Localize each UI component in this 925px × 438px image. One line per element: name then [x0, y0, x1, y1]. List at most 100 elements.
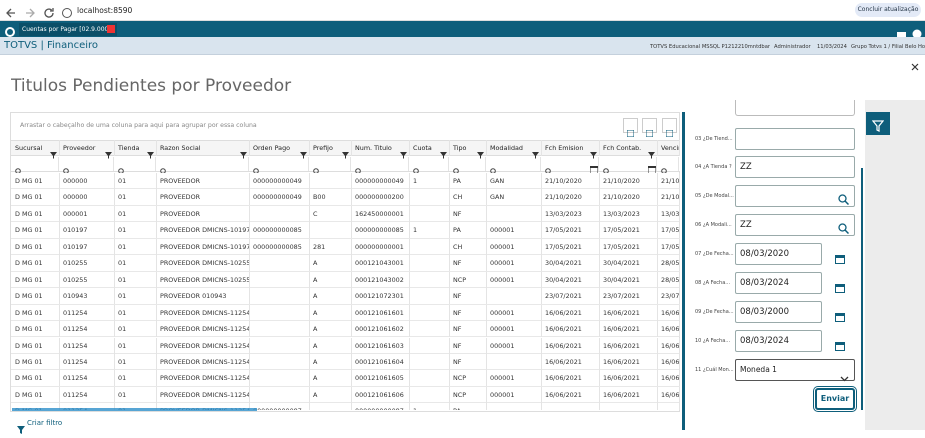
column-header[interactable]: Modalidad: [487, 140, 542, 156]
back[interactable]: [5, 4, 17, 18]
param-input[interactable]: 08/03/2000: [735, 301, 822, 323]
column-filter-icon[interactable]: [532, 144, 539, 159]
grid-row[interactable]: [11, 238, 680, 256]
filter-input[interactable]: [601, 157, 657, 171]
column-header[interactable]: Orden Pago: [250, 140, 310, 156]
filter-input[interactable]: [116, 157, 156, 171]
filter-input[interactable]: [61, 157, 114, 171]
column-filter-icon[interactable]: [400, 144, 407, 159]
create-filter[interactable]: Criar filtro: [27, 419, 63, 427]
param-input[interactable]: 08/03/2020: [735, 243, 822, 265]
param-input[interactable]: [735, 185, 855, 207]
column-filter-icon[interactable]: [105, 144, 112, 159]
grid-row[interactable]: [11, 271, 680, 289]
info[interactable]: [61, 4, 73, 18]
grid-row[interactable]: [11, 353, 680, 371]
grid-row[interactable]: [11, 288, 680, 305]
grid-cell: 30/04/2021: [542, 255, 600, 272]
filter-input[interactable]: [451, 157, 486, 171]
filter-panel-button[interactable]: [866, 112, 890, 135]
column-header[interactable]: Cuota: [410, 140, 450, 156]
grid-row[interactable]: [11, 337, 680, 354]
column-header[interactable]: Fch Contab.: [600, 140, 658, 156]
column-header[interactable]: Vencin: [658, 140, 680, 156]
column-header[interactable]: Prefijo: [310, 140, 352, 156]
grid-row[interactable]: [11, 173, 680, 190]
tab-close[interactable]: [107, 25, 115, 33]
horizontal-scrollbar[interactable]: [12, 408, 257, 411]
filter-input[interactable]: [411, 157, 449, 171]
submit-button[interactable]: Enviar: [815, 388, 855, 410]
url[interactable]: localhost:8590: [77, 6, 133, 15]
filter-input[interactable]: [543, 157, 599, 171]
grid-row[interactable]: [11, 370, 680, 387]
create-filter-icon[interactable]: [17, 419, 25, 434]
mail[interactable]: [897, 25, 906, 39]
lookup-icon-svg: [838, 223, 850, 235]
grid-row[interactable]: [11, 222, 680, 239]
grid-tool[interactable]: [642, 118, 657, 133]
update-button[interactable]: Concluir atualização: [855, 3, 921, 17]
column-header[interactable]: Proveedor: [60, 140, 115, 156]
grid-tool-icon: [645, 122, 654, 138]
filter-input[interactable]: [488, 157, 541, 171]
param-input[interactable]: 08/03/2024: [735, 330, 822, 352]
filter-input[interactable]: [659, 157, 679, 171]
grid-row[interactable]: [11, 386, 680, 404]
column-header[interactable]: Sucursal: [12, 140, 60, 156]
calendar-button[interactable]: [835, 336, 845, 351]
grid-cell: 01: [115, 321, 157, 338]
param-input[interactable]: [735, 128, 855, 150]
filter-input[interactable]: [353, 157, 409, 171]
column-header[interactable]: Tipo: [450, 140, 487, 156]
filter-input[interactable]: [13, 157, 59, 171]
lookup-icon[interactable]: [838, 190, 850, 206]
param-input[interactable]: ZZ: [735, 156, 855, 178]
filter-input[interactable]: [158, 157, 249, 171]
filter-input[interactable]: [311, 157, 351, 171]
calendar-button[interactable]: [835, 307, 845, 322]
lookup-icon[interactable]: [838, 219, 850, 235]
param-input[interactable]: Moneda 1: [735, 359, 855, 381]
calendar-icon[interactable]: [589, 159, 599, 175]
param-partial-select[interactable]: [735, 100, 855, 116]
forward[interactable]: [24, 4, 36, 18]
column-filter-icon[interactable]: [590, 144, 597, 159]
column-filter-icon[interactable]: [50, 144, 57, 159]
filter-input[interactable]: [251, 157, 309, 171]
grid-cell: CH: [450, 189, 487, 206]
calendar-icon[interactable]: [647, 159, 657, 175]
column-filter-icon[interactable]: [477, 144, 484, 159]
close-window[interactable]: [911, 56, 919, 71]
calendar-button[interactable]: [835, 249, 845, 264]
grid-cell: D MG 01: [12, 304, 60, 321]
grid-row[interactable]: [11, 205, 680, 223]
column-filter-icon[interactable]: [147, 144, 154, 159]
param-input[interactable]: ZZ: [735, 214, 855, 236]
reload[interactable]: [43, 4, 55, 18]
tab[interactable]: Cuentas por Pagar [02.9.0006]: [19, 23, 117, 36]
column-filter-icon[interactable]: [240, 144, 247, 159]
column-filter-icon[interactable]: [300, 144, 307, 159]
grid-cell: 01: [115, 222, 157, 239]
grid-row[interactable]: [11, 321, 680, 338]
grid-cell: 000001: [487, 255, 542, 272]
column-header[interactable]: Fch Emision: [542, 140, 600, 156]
help[interactable]: [912, 24, 922, 39]
grid-tool[interactable]: [662, 118, 677, 133]
column-header[interactable]: Tienda: [115, 140, 157, 156]
column-filter-icon[interactable]: [648, 144, 655, 159]
param-scrollbar[interactable]: [861, 168, 863, 410]
column-header[interactable]: Razon Social: [157, 140, 250, 156]
grid-row[interactable]: [11, 255, 680, 272]
param-input[interactable]: 08/03/2024: [735, 272, 822, 294]
grid-row[interactable]: [11, 189, 680, 206]
grid-tool[interactable]: [623, 118, 638, 133]
grid-row[interactable]: [11, 403, 680, 410]
grid-row[interactable]: [11, 304, 680, 322]
column-header[interactable]: Num. Titulo: [352, 140, 410, 156]
grid-cell: [410, 337, 450, 354]
column-filter-icon[interactable]: [440, 144, 447, 159]
column-filter-icon[interactable]: [342, 144, 349, 159]
calendar-button[interactable]: [835, 278, 845, 293]
